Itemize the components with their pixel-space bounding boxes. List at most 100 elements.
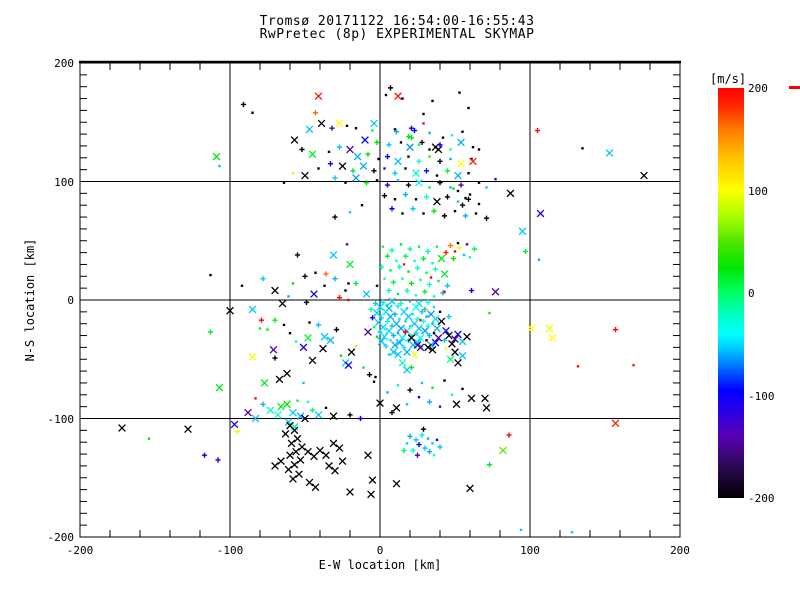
x-tick-label: -100 — [216, 544, 244, 557]
data-point — [386, 303, 389, 306]
data-point — [226, 306, 234, 315]
data-point — [465, 196, 472, 202]
data-point — [371, 168, 377, 174]
data-point — [444, 347, 448, 350]
data-point — [383, 343, 389, 349]
data-point — [309, 407, 316, 413]
data-point — [468, 287, 475, 294]
data-point — [632, 363, 635, 367]
data-point — [404, 320, 407, 323]
data-point — [391, 341, 399, 349]
data-point — [350, 168, 356, 174]
data-point — [393, 129, 400, 135]
data-point — [368, 476, 377, 484]
data-point — [383, 277, 386, 280]
data-point — [375, 284, 379, 287]
data-point — [435, 438, 439, 442]
data-point — [290, 422, 299, 431]
data-point — [272, 355, 278, 361]
data-point — [387, 353, 391, 356]
data-point — [369, 315, 376, 321]
data-point — [423, 194, 430, 200]
data-point — [426, 399, 433, 405]
data-point — [451, 335, 459, 343]
data-point — [451, 348, 459, 356]
data-point — [396, 264, 403, 270]
data-point — [389, 339, 392, 342]
data-point — [519, 528, 523, 532]
data-point — [424, 343, 432, 352]
data-point — [260, 276, 266, 282]
data-point — [414, 198, 418, 201]
data-point — [361, 136, 369, 144]
data-point — [407, 334, 416, 342]
data-point — [377, 329, 383, 335]
data-point — [462, 253, 466, 257]
data-point — [240, 101, 247, 108]
data-point — [394, 157, 402, 166]
data-point — [611, 419, 620, 428]
data-point — [332, 214, 338, 220]
data-point — [118, 424, 126, 432]
colorbar-tick-label: -200 — [748, 492, 775, 505]
data-point — [346, 488, 354, 496]
data-point — [379, 323, 387, 332]
data-point — [422, 122, 425, 125]
data-point — [384, 93, 388, 97]
data-point — [452, 187, 455, 190]
data-point — [449, 157, 452, 161]
data-point — [420, 346, 424, 349]
data-point — [431, 338, 440, 347]
data-point — [431, 322, 434, 325]
data-point — [335, 444, 344, 452]
data-point — [396, 384, 400, 387]
data-point — [462, 213, 469, 219]
data-point — [302, 381, 305, 385]
data-point — [386, 391, 389, 394]
data-point — [408, 299, 412, 303]
data-point — [184, 425, 192, 434]
data-point — [147, 437, 151, 440]
data-point — [443, 379, 446, 382]
data-point — [468, 256, 472, 259]
data-point — [384, 154, 391, 160]
data-point — [465, 243, 469, 246]
data-point — [417, 143, 421, 146]
data-point — [431, 315, 440, 323]
data-point — [420, 255, 427, 262]
data-point — [401, 277, 404, 280]
data-point — [367, 490, 375, 499]
data-point — [419, 309, 425, 315]
data-point — [441, 213, 448, 219]
data-point — [323, 271, 329, 277]
data-point — [477, 148, 481, 151]
data-point — [402, 191, 409, 198]
data-point — [348, 211, 352, 214]
data-point — [272, 317, 278, 323]
y-tick-label: -200 — [47, 531, 75, 544]
data-point — [395, 259, 398, 263]
data-point — [449, 148, 452, 151]
data-point — [437, 158, 443, 164]
data-point — [426, 332, 433, 339]
data-point — [277, 402, 285, 411]
data-point — [482, 403, 491, 412]
data-point — [354, 126, 358, 130]
data-point — [298, 443, 306, 451]
data-point — [278, 299, 287, 308]
data-point — [434, 145, 443, 154]
data-point — [258, 317, 265, 323]
data-point — [414, 452, 421, 458]
data-point — [386, 312, 395, 321]
data-point — [449, 186, 452, 189]
data-point — [413, 437, 419, 443]
data-point — [395, 303, 401, 309]
data-point — [282, 181, 286, 184]
data-point — [545, 324, 554, 333]
data-point — [441, 136, 445, 139]
data-point — [415, 324, 423, 333]
data-point — [612, 327, 619, 333]
data-point — [461, 130, 464, 133]
data-point — [581, 147, 584, 150]
data-point — [234, 428, 241, 435]
